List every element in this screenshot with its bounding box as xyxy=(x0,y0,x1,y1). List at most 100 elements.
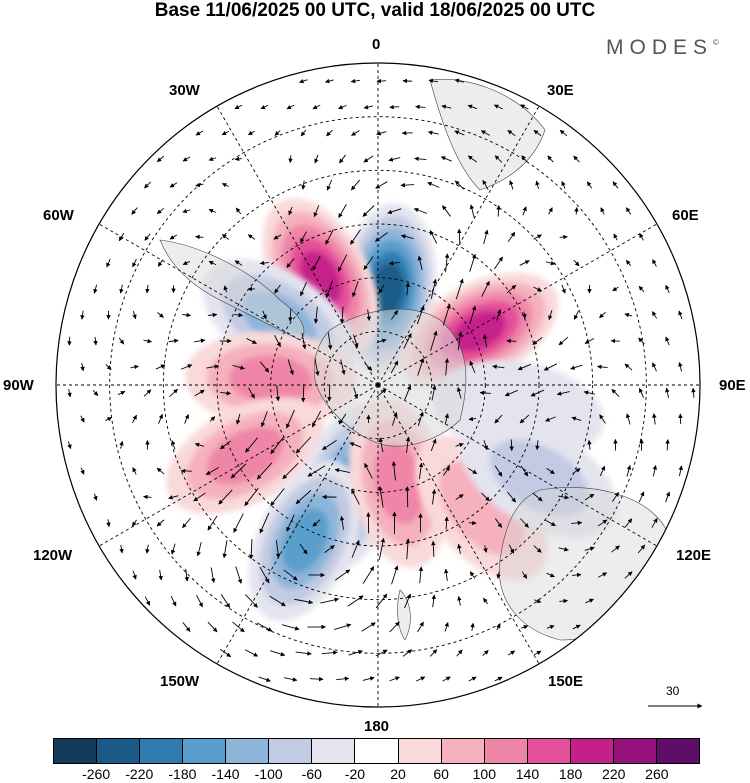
wind-vector-arrow xyxy=(375,181,388,189)
wind-vector-arrow xyxy=(573,310,580,320)
wind-vector-arrow xyxy=(389,676,400,682)
wind-vector-arrow xyxy=(209,416,216,422)
wind-vector-arrow xyxy=(295,489,312,505)
wind-vector-arrow xyxy=(600,207,605,215)
wind-vector-arrow xyxy=(93,284,98,294)
wind-vector-arrow xyxy=(158,569,163,581)
wind-vector-arrow xyxy=(218,489,233,505)
wind-vector-arrow xyxy=(93,493,98,501)
wind-vector-arrow xyxy=(509,180,514,190)
wind-vector-arrow xyxy=(624,312,633,318)
wind-vector-arrow xyxy=(339,154,346,164)
wind-vector-arrow xyxy=(587,439,592,450)
wind-vector-arrow xyxy=(338,413,347,425)
wind-vector-arrow xyxy=(625,259,632,266)
wind-vector-arrow xyxy=(170,543,176,555)
wind-vector-arrow xyxy=(246,338,257,344)
anomaly-contour xyxy=(372,263,404,315)
wind-vector-arrow xyxy=(483,440,488,451)
wind-vector-arrow xyxy=(584,493,595,501)
wind-vector-arrow xyxy=(325,280,333,299)
wind-vector-arrow xyxy=(652,465,658,477)
wind-vector-arrow xyxy=(340,359,346,375)
wind-vector-arrow xyxy=(274,130,281,136)
wind-vector-arrow xyxy=(300,282,307,297)
wind-vector-arrow xyxy=(234,312,244,318)
wind-vector-arrow xyxy=(281,624,300,631)
reference-arrow-icon xyxy=(648,703,703,709)
colorbar-tick-label: -180 xyxy=(168,766,197,782)
australia-land xyxy=(499,487,671,641)
wind-vector-arrow xyxy=(105,417,113,422)
wind-vector-arrow xyxy=(326,179,333,191)
wind-vector-arrow xyxy=(363,155,374,163)
wind-vector-arrow xyxy=(184,568,190,582)
wind-vector-arrow xyxy=(444,622,449,632)
wind-vector-arrow xyxy=(234,260,243,266)
colorbar-swatch xyxy=(527,738,571,764)
wind-vector-arrow xyxy=(132,519,137,527)
wind-vector-arrow xyxy=(273,234,282,240)
wind-vector-arrow xyxy=(313,306,319,324)
wind-vector-arrow xyxy=(389,621,400,633)
wind-vector-arrow xyxy=(353,334,359,348)
wind-vector-arrow xyxy=(286,258,295,268)
wind-vector-arrow xyxy=(182,260,191,265)
wind-vector-arrow xyxy=(259,566,270,584)
colorbar-tick-label: -60 xyxy=(301,766,322,782)
wind-vector-arrow xyxy=(442,466,451,476)
wind-vector-arrow xyxy=(417,357,425,376)
wind-vector-arrow xyxy=(391,461,397,481)
wind-vector-arrow xyxy=(665,284,670,293)
wind-vector-arrow xyxy=(157,312,164,318)
wind-vector-arrow xyxy=(132,258,137,268)
wind-vector-arrow xyxy=(403,333,412,349)
wind-vector-arrow xyxy=(639,233,644,241)
wind-vector-arrow xyxy=(533,650,542,656)
wind-vector-arrow xyxy=(247,234,256,240)
wind-vector-arrow xyxy=(494,518,503,528)
wind-vector-arrow xyxy=(195,182,204,188)
wind-vector-arrow xyxy=(284,677,298,682)
wind-vector-arrow xyxy=(455,494,464,500)
wind-vector-arrow xyxy=(444,253,450,273)
wind-vector-arrow xyxy=(324,545,335,553)
wind-vector-arrow xyxy=(652,259,657,267)
wind-vector-arrow xyxy=(132,311,137,320)
wind-vector-arrow xyxy=(545,519,556,527)
wind-vector-arrow xyxy=(548,310,553,321)
wind-vector-arrow xyxy=(286,104,295,110)
wind-vector-arrow xyxy=(415,104,426,110)
wind-vector-arrow xyxy=(275,385,281,402)
wind-vector-arrow xyxy=(457,228,462,245)
wind-vector-arrow xyxy=(467,467,478,475)
wind-vector-arrow xyxy=(402,78,413,84)
wind-vector-arrow xyxy=(624,363,633,371)
wind-vector-arrow xyxy=(208,156,217,162)
wind-vector-arrow xyxy=(417,621,424,633)
wind-vector-arrow xyxy=(481,492,490,502)
wind-vector-arrow xyxy=(517,363,532,371)
wind-vector-arrow xyxy=(327,332,333,350)
wind-vector-arrow xyxy=(571,416,582,422)
colorbar-labels: -260 -220 -180 -140 -100 -60 -20 20 60 100 140 180 2… xyxy=(53,766,700,783)
brand-logo: MODES© xyxy=(606,36,719,60)
wind-vector-arrow xyxy=(299,78,308,84)
wind-vector-arrow xyxy=(482,334,488,348)
wind-vector-arrow xyxy=(194,442,204,448)
wind-vector-arrow xyxy=(535,180,540,190)
wind-vector-arrow xyxy=(547,155,554,163)
wind-vector-arrow xyxy=(143,338,152,344)
wind-vector-arrow xyxy=(431,489,437,505)
wind-vector-arrow xyxy=(221,183,229,188)
wind-vector-arrow xyxy=(119,544,124,554)
wind-vector-arrow xyxy=(326,129,333,137)
wind-vector-arrow xyxy=(288,206,293,216)
wind-vector-arrow xyxy=(282,462,299,480)
wind-vector-arrow xyxy=(106,519,111,528)
label-lon-120e: 120E xyxy=(676,547,712,564)
wind-vector-arrow xyxy=(637,544,646,554)
wind-vector-arrow xyxy=(509,439,514,452)
wind-vector-arrow xyxy=(543,363,558,371)
wind-vector-arrow xyxy=(244,488,259,507)
